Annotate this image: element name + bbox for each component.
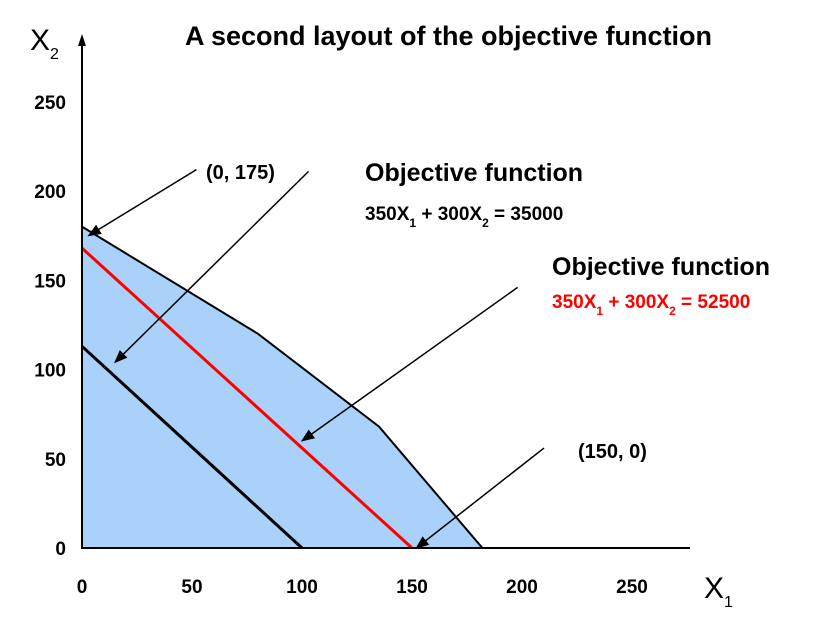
y-tick-label: 50 [45, 450, 66, 471]
annotation-equation-objective-52500-part: 350X [552, 292, 597, 313]
annotation-equation-objective-35000-part: 350X [365, 204, 410, 225]
x-axis-label-sub: 1 [724, 594, 733, 611]
objective-line-2 [80, 247, 414, 550]
annotation-equation-objective-35000-part: + 300X [416, 204, 482, 225]
annotation-equation-objective-35000-sub: 1 [409, 216, 416, 230]
annotation-heading-objective-52500: Objective function [552, 253, 770, 281]
annotation-equation-objective-52500-part: = 52500 [676, 292, 751, 313]
y-tick-label: 250 [34, 93, 66, 114]
annotation-equation-objective-35000-part: = 35000 [489, 204, 564, 225]
chart-title: A second layout of the objective functio… [185, 21, 712, 51]
annotation-label-point-0-175: (0, 175) [206, 162, 275, 184]
x-axis-label-base: X [704, 572, 724, 605]
x-tick-label: 100 [286, 577, 318, 598]
y-axis-arrow [78, 34, 86, 46]
x-tick-label: 250 [616, 577, 648, 598]
annotation-equation-objective-52500: 350X1 + 300X2 = 52500 [552, 292, 750, 318]
y-axis-label-base: X [30, 24, 50, 57]
y-tick-label: 100 [34, 361, 66, 382]
annotation-equation-objective-52500-sub: 2 [669, 304, 676, 318]
annotation-arrow-point-150-0 [415, 447, 545, 549]
x-tick-label: 200 [506, 577, 538, 598]
y-tick-label: 200 [34, 182, 66, 203]
annotation-arrow-objective-35000 [114, 170, 310, 364]
annotation-label-point-150-0: (150, 0) [578, 441, 647, 463]
annotation-heading-objective-35000: Objective function [365, 159, 583, 187]
annotation-equation-objective-52500-sub: 1 [596, 304, 603, 318]
y-tick-label: 0 [55, 539, 66, 560]
y-axis-label-sub: 2 [50, 46, 59, 63]
y-axis-label: X2 [30, 24, 59, 63]
annotation-arrow-objective-52500 [300, 286, 519, 442]
x-tick-label: 50 [181, 577, 202, 598]
objective-line-1 [80, 345, 304, 550]
x-axis-label: X1 [704, 572, 733, 611]
annotation-equation-objective-35000-sub: 2 [482, 216, 489, 230]
annotation-arrow-point-0-175 [87, 168, 197, 237]
feasible-region [81, 224, 485, 549]
annotation-equation-objective-52500-part: + 300X [603, 292, 669, 313]
x-tick-label: 0 [77, 577, 88, 598]
annotation-equation-objective-35000: 350X1 + 300X2 = 35000 [365, 204, 563, 230]
x-tick-label: 150 [396, 577, 428, 598]
y-tick-label: 150 [34, 271, 66, 292]
